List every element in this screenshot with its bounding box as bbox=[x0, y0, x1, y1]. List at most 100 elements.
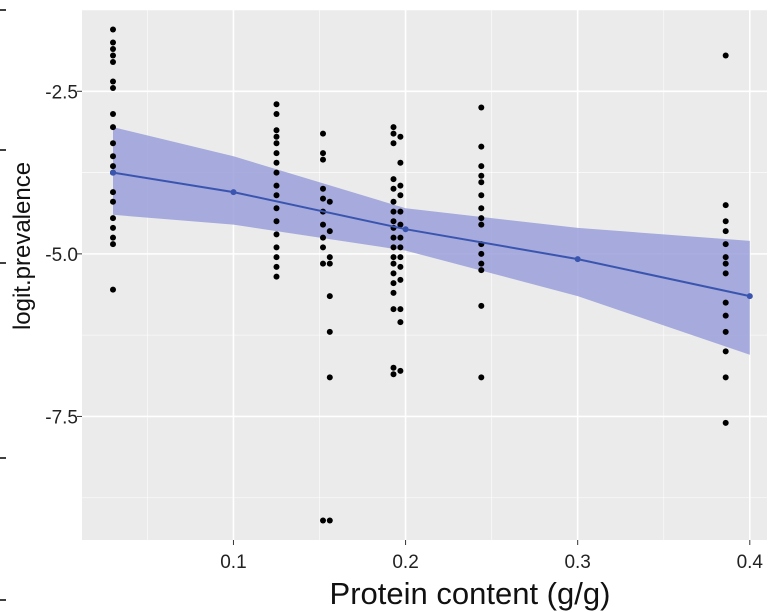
data-point bbox=[273, 263, 280, 270]
data-point bbox=[722, 254, 729, 261]
data-point bbox=[478, 143, 485, 150]
data-point bbox=[110, 85, 116, 91]
data-point bbox=[273, 231, 280, 238]
data-point bbox=[478, 205, 485, 212]
data-point bbox=[390, 371, 397, 378]
data-point bbox=[326, 254, 333, 261]
data-point bbox=[397, 276, 404, 283]
data-point bbox=[397, 192, 404, 199]
y-tick-label: -7.5 bbox=[45, 407, 78, 428]
data-point bbox=[397, 254, 404, 261]
data-point bbox=[397, 159, 404, 166]
data-point bbox=[320, 260, 326, 267]
data-point bbox=[326, 328, 333, 335]
data-point bbox=[110, 124, 116, 131]
x-tick-label: 0.4 bbox=[737, 552, 764, 573]
data-point bbox=[397, 306, 404, 313]
data-point bbox=[390, 208, 397, 215]
data-point bbox=[273, 159, 280, 166]
data-point bbox=[478, 179, 485, 186]
data-point bbox=[320, 150, 326, 157]
data-point bbox=[110, 39, 116, 46]
data-point bbox=[478, 192, 485, 199]
data-point bbox=[320, 156, 326, 163]
data-point bbox=[722, 348, 729, 355]
fit-marker bbox=[746, 293, 753, 300]
data-point bbox=[390, 364, 397, 371]
data-point bbox=[397, 367, 404, 374]
x-axis-title: Protein content (g/g) bbox=[330, 576, 611, 611]
data-point bbox=[390, 234, 397, 241]
data-point bbox=[320, 221, 326, 228]
data-point bbox=[110, 163, 116, 170]
data-point bbox=[110, 26, 116, 33]
data-points bbox=[110, 26, 729, 524]
data-point bbox=[390, 176, 397, 183]
x-tick-label: 0.2 bbox=[392, 552, 418, 573]
data-point bbox=[273, 150, 280, 157]
data-point bbox=[110, 198, 116, 205]
data-point bbox=[478, 221, 485, 228]
data-point bbox=[326, 293, 333, 300]
data-point bbox=[273, 101, 280, 108]
data-point bbox=[478, 302, 485, 309]
data-point bbox=[110, 224, 116, 231]
data-point bbox=[478, 260, 485, 267]
data-point bbox=[722, 260, 729, 267]
data-point bbox=[478, 172, 485, 179]
data-point bbox=[390, 289, 397, 296]
data-point bbox=[390, 244, 397, 251]
data-point bbox=[273, 111, 280, 117]
data-point bbox=[390, 185, 397, 192]
fit-marker bbox=[574, 256, 581, 263]
data-point bbox=[390, 260, 397, 267]
y-tick-label: -2.5 bbox=[45, 82, 78, 103]
data-point bbox=[722, 202, 729, 209]
data-point bbox=[110, 153, 116, 160]
data-point bbox=[110, 234, 116, 241]
data-point bbox=[390, 124, 397, 131]
data-point bbox=[478, 104, 485, 111]
data-point bbox=[320, 244, 326, 251]
data-point bbox=[273, 273, 280, 280]
data-point bbox=[390, 218, 397, 225]
fit-marker bbox=[110, 169, 116, 176]
axis-ticks: 0.1 0.2 0.3 0.4 -2.5 -5.0 -7.5 bbox=[45, 82, 763, 573]
data-point bbox=[273, 254, 280, 261]
data-point bbox=[478, 267, 485, 274]
data-point bbox=[478, 374, 485, 381]
data-point bbox=[326, 374, 333, 381]
data-point bbox=[722, 270, 729, 277]
data-point bbox=[273, 218, 280, 225]
data-point bbox=[110, 78, 116, 85]
data-point bbox=[273, 133, 280, 140]
data-point bbox=[110, 286, 116, 293]
data-point bbox=[273, 192, 280, 199]
data-point bbox=[110, 111, 116, 117]
data-point bbox=[390, 280, 397, 287]
data-point bbox=[390, 198, 397, 205]
x-tick-label: 0.1 bbox=[220, 552, 246, 573]
data-point bbox=[326, 517, 333, 524]
data-point bbox=[397, 244, 404, 251]
data-point bbox=[390, 140, 397, 147]
data-point bbox=[273, 127, 280, 134]
data-point bbox=[397, 234, 404, 241]
fit-line bbox=[110, 169, 753, 300]
fit-marker bbox=[402, 226, 409, 233]
data-point bbox=[722, 328, 729, 335]
data-point bbox=[478, 250, 485, 257]
data-point bbox=[478, 215, 485, 222]
data-point bbox=[397, 221, 404, 228]
data-point bbox=[390, 254, 397, 261]
data-point bbox=[397, 319, 404, 326]
data-point bbox=[397, 182, 404, 189]
data-point bbox=[397, 133, 404, 140]
data-point bbox=[110, 215, 116, 222]
data-point bbox=[326, 260, 333, 267]
data-point bbox=[390, 130, 397, 137]
data-point bbox=[722, 419, 729, 426]
data-point bbox=[397, 263, 404, 270]
data-point bbox=[110, 46, 116, 52]
